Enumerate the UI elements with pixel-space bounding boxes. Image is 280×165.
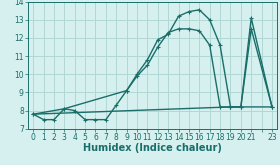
X-axis label: Humidex (Indice chaleur): Humidex (Indice chaleur) [83,143,222,153]
